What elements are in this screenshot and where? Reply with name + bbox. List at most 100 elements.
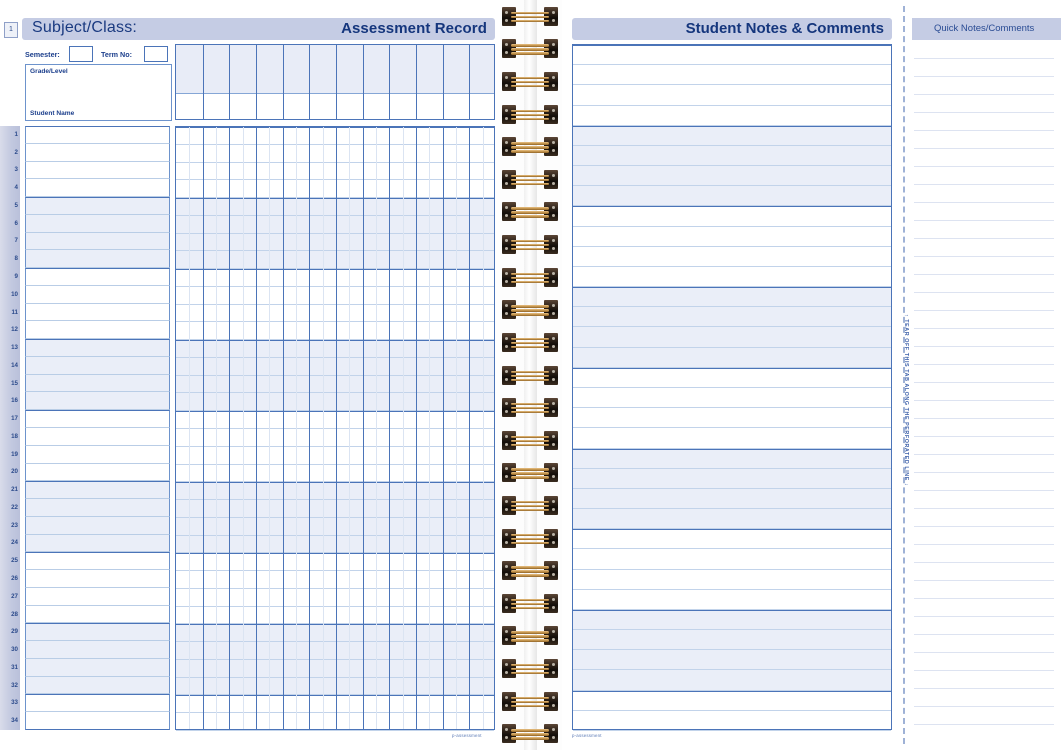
student-name-row[interactable] [25, 658, 170, 677]
note-line[interactable] [573, 529, 891, 550]
assessment-grid-row[interactable] [176, 447, 494, 465]
quick-note-line[interactable] [914, 112, 1054, 113]
grade-level-field[interactable]: Grade/Level [25, 64, 172, 94]
quick-note-line[interactable] [914, 436, 1054, 437]
quick-note-line[interactable] [914, 544, 1054, 545]
quick-note-line[interactable] [914, 472, 1054, 473]
assessment-grid[interactable] [175, 126, 495, 731]
note-line[interactable] [573, 166, 891, 187]
note-line[interactable] [573, 125, 891, 146]
note-line[interactable] [573, 388, 891, 409]
assessment-grid-row[interactable] [176, 429, 494, 447]
quick-note-line[interactable] [914, 166, 1054, 167]
note-line[interactable] [573, 650, 891, 671]
quick-note-line[interactable] [914, 130, 1054, 131]
note-line[interactable] [573, 145, 891, 167]
note-line[interactable] [573, 509, 891, 530]
student-name-row[interactable] [25, 161, 170, 180]
assessment-grid-row[interactable] [176, 305, 494, 323]
note-line[interactable] [573, 85, 891, 106]
assessment-grid-row[interactable] [176, 517, 494, 536]
assessment-grid-row[interactable] [176, 375, 494, 394]
quick-note-line[interactable] [914, 274, 1054, 275]
note-line[interactable] [573, 670, 891, 691]
quick-note-line[interactable] [914, 364, 1054, 365]
student-name-row[interactable] [25, 303, 170, 322]
student-name-row[interactable] [25, 285, 170, 304]
quick-note-line[interactable] [914, 706, 1054, 707]
note-line[interactable] [573, 690, 891, 711]
quick-note-line[interactable] [914, 220, 1054, 221]
quick-note-line[interactable] [914, 724, 1054, 725]
assessment-grid-row[interactable] [176, 659, 494, 678]
quick-note-line[interactable] [914, 148, 1054, 149]
assessment-grid-row[interactable] [176, 571, 494, 589]
quick-note-line[interactable] [914, 418, 1054, 419]
student-name-row[interactable] [25, 126, 170, 144]
student-name-row[interactable] [25, 392, 170, 411]
note-line[interactable] [573, 590, 891, 610]
quick-note-line[interactable] [914, 634, 1054, 635]
assessment-grid-row[interactable] [176, 215, 494, 234]
student-name-row[interactable] [25, 321, 170, 340]
quick-note-line[interactable] [914, 562, 1054, 563]
quick-note-line[interactable] [914, 238, 1054, 239]
quick-note-line[interactable] [914, 490, 1054, 491]
note-line[interactable] [573, 428, 891, 449]
assessment-grid-row[interactable] [176, 322, 494, 341]
assessment-grid-row[interactable] [176, 233, 494, 252]
student-name-row[interactable] [25, 232, 170, 251]
assessment-grid-row[interactable] [176, 500, 494, 518]
assessment-grid-row[interactable] [176, 411, 494, 429]
note-line[interactable] [573, 570, 891, 590]
student-name-row[interactable] [25, 268, 170, 286]
note-line[interactable] [573, 468, 891, 489]
student-name-row[interactable] [25, 712, 170, 730]
assessment-grid-row[interactable] [176, 624, 494, 643]
student-name-row[interactable] [25, 623, 170, 642]
quick-note-line[interactable] [914, 310, 1054, 311]
assessment-grid-row[interactable] [176, 642, 494, 660]
note-line[interactable] [573, 247, 891, 267]
student-name-row[interactable] [25, 356, 170, 375]
student-name-row[interactable] [25, 410, 170, 428]
quick-note-line[interactable] [914, 256, 1054, 257]
note-line[interactable] [573, 549, 891, 570]
quick-note-line[interactable] [914, 508, 1054, 509]
assessment-grid-row[interactable] [176, 198, 494, 216]
assessment-grid-row[interactable] [176, 180, 494, 199]
student-name-row[interactable] [25, 463, 170, 482]
student-name-row[interactable] [25, 179, 170, 198]
assessment-grid-row[interactable] [176, 465, 494, 483]
note-line[interactable] [573, 65, 891, 86]
assessment-grid-row[interactable] [176, 695, 494, 714]
quick-note-line[interactable] [914, 598, 1054, 599]
assessment-grid-row[interactable] [176, 589, 494, 607]
student-name-row[interactable] [25, 676, 170, 695]
student-name-row[interactable] [25, 534, 170, 553]
assessment-grid-row[interactable] [176, 607, 494, 625]
note-line[interactable] [573, 186, 891, 207]
assessment-grid-row[interactable] [176, 340, 494, 358]
quick-note-line[interactable] [914, 652, 1054, 653]
note-line[interactable] [573, 408, 891, 429]
note-line[interactable] [573, 267, 891, 288]
assessment-grid-row[interactable] [176, 357, 494, 376]
quick-note-line[interactable] [914, 58, 1054, 59]
quick-note-line[interactable] [914, 328, 1054, 329]
student-name-row[interactable] [25, 481, 170, 500]
assessment-grid-row[interactable] [176, 535, 494, 554]
note-line[interactable] [573, 448, 891, 469]
semester-input[interactable] [69, 46, 93, 62]
note-line[interactable] [573, 106, 891, 126]
student-name-row[interactable] [25, 570, 170, 588]
note-line[interactable] [573, 227, 891, 247]
quick-note-line[interactable] [914, 292, 1054, 293]
assessment-grid-row[interactable] [176, 251, 494, 270]
quick-note-line[interactable] [914, 202, 1054, 203]
assessment-grid-row[interactable] [176, 287, 494, 305]
note-line[interactable] [573, 609, 891, 631]
quick-note-line[interactable] [914, 184, 1054, 185]
note-line[interactable] [573, 488, 891, 510]
note-line[interactable] [573, 307, 891, 328]
